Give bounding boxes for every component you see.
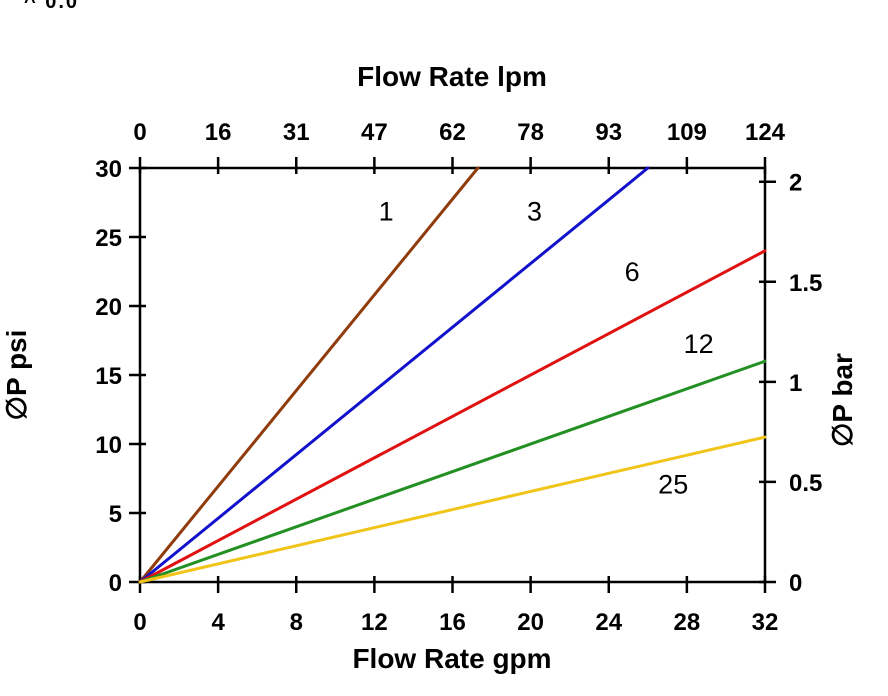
right-tick-label: 0.5 <box>789 470 822 497</box>
cropped-corner-text-value: ^ 0.0 <box>24 0 80 13</box>
top-tick-label: 31 <box>283 119 310 146</box>
series-line-25 <box>138 435 767 584</box>
bottom-tick-label: 0 <box>133 609 146 636</box>
bottom-axis-title: Flow Rate gpm <box>352 643 551 674</box>
bottom-tick-label: 8 <box>290 609 303 636</box>
top-tick-label: 62 <box>439 119 466 146</box>
series-line-3 <box>138 166 650 584</box>
series-label-12: 12 <box>684 329 714 359</box>
plot-border <box>138 166 767 584</box>
top-tick-label: 47 <box>361 119 388 146</box>
bottom-tick-label: 12 <box>361 609 388 636</box>
series-label-3: 3 <box>527 196 542 226</box>
series-line-12 <box>138 359 767 584</box>
right-tick-label: 0 <box>789 570 802 597</box>
right-tick-label: 1.5 <box>789 270 822 297</box>
series-label-1: 1 <box>379 196 394 226</box>
cropped-corner-text: ^ 0.0 <box>24 0 134 13</box>
left-tick-label: 5 <box>109 501 122 528</box>
top-tick-label: 109 <box>667 119 707 146</box>
top-tick-label: 16 <box>205 119 232 146</box>
top-tick-label: 124 <box>745 119 786 146</box>
bottom-tick-label: 4 <box>211 609 225 636</box>
left-tick-label: 25 <box>95 225 122 252</box>
series-label-25: 25 <box>658 470 688 500</box>
left-tick-label: 15 <box>95 363 122 390</box>
bottom-tick-label: 32 <box>752 609 779 636</box>
series-line-1 <box>138 166 480 584</box>
right-tick-label: 1 <box>789 370 802 397</box>
top-axis-title: Flow Rate lpm <box>357 61 547 92</box>
bottom-tick-label: 20 <box>517 609 544 636</box>
left-axis-title: ∅P psi <box>1 330 32 421</box>
left-tick-label: 0 <box>109 570 122 597</box>
top-tick-label: 78 <box>517 119 544 146</box>
left-tick-label: 10 <box>95 432 122 459</box>
left-tick-label: 30 <box>95 156 122 183</box>
top-tick-label: 0 <box>133 119 146 146</box>
left-tick-label: 20 <box>95 294 122 321</box>
bottom-tick-label: 24 <box>595 609 622 636</box>
series-label-6: 6 <box>625 257 640 287</box>
right-tick-label: 2 <box>789 170 802 197</box>
right-axis-title: ∅P bar <box>827 353 858 447</box>
plot-layer: 0 4 8 12 16 20 24 28 320 16 31 47 62 78 93 109 124051015… <box>95 119 822 636</box>
bottom-tick-label: 28 <box>674 609 701 636</box>
bottom-tick-label: 16 <box>439 609 466 636</box>
top-tick-label: 93 <box>595 119 622 146</box>
series-line-6 <box>138 249 767 584</box>
